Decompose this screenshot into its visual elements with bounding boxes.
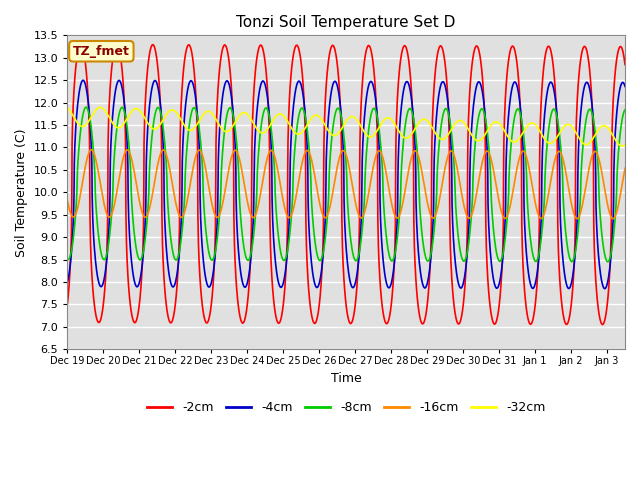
-16cm	[88, 147, 95, 153]
Title: Tonzi Soil Temperature Set D: Tonzi Soil Temperature Set D	[236, 15, 456, 30]
X-axis label: Time: Time	[331, 372, 362, 385]
-8cm	[605, 257, 613, 263]
-4cm	[79, 77, 87, 83]
-16cm	[605, 208, 613, 214]
-32cm	[97, 105, 104, 110]
-8cm	[320, 245, 328, 251]
Line: -8cm: -8cm	[67, 107, 625, 262]
-16cm	[621, 166, 629, 171]
-16cm	[320, 214, 328, 220]
-8cm	[82, 104, 90, 110]
-8cm	[63, 256, 71, 262]
-4cm	[320, 241, 328, 247]
-4cm	[503, 142, 511, 147]
-2cm	[605, 276, 613, 281]
-16cm	[63, 197, 71, 203]
-4cm	[601, 286, 609, 291]
Y-axis label: Soil Temperature (C): Soil Temperature (C)	[15, 128, 28, 257]
-32cm	[621, 142, 629, 148]
-32cm	[63, 105, 71, 110]
-2cm	[63, 301, 71, 307]
-8cm	[604, 259, 612, 264]
-2cm	[320, 138, 328, 144]
-16cm	[609, 216, 617, 222]
-2cm	[77, 41, 84, 47]
-32cm	[618, 143, 626, 149]
-16cm	[335, 157, 342, 163]
-8cm	[621, 107, 629, 113]
Line: -16cm: -16cm	[67, 150, 625, 219]
-32cm	[605, 127, 613, 132]
-4cm	[335, 90, 342, 96]
-8cm	[92, 204, 100, 210]
-16cm	[503, 214, 511, 220]
Line: -2cm: -2cm	[67, 44, 625, 324]
-16cm	[92, 158, 100, 164]
-2cm	[605, 280, 613, 286]
-2cm	[335, 77, 342, 83]
-2cm	[503, 75, 511, 81]
-32cm	[320, 120, 328, 126]
-32cm	[92, 107, 100, 113]
-2cm	[598, 322, 606, 327]
-2cm	[92, 313, 100, 319]
Text: TZ_fmet: TZ_fmet	[73, 45, 130, 58]
-2cm	[621, 61, 629, 67]
-4cm	[605, 271, 613, 276]
-16cm	[605, 207, 612, 213]
-32cm	[605, 126, 612, 132]
-4cm	[92, 264, 100, 269]
Line: -32cm: -32cm	[67, 108, 625, 146]
Legend: -2cm, -4cm, -8cm, -16cm, -32cm: -2cm, -4cm, -8cm, -16cm, -32cm	[142, 396, 550, 420]
-8cm	[605, 257, 613, 263]
-4cm	[63, 280, 71, 286]
-32cm	[335, 130, 342, 136]
-4cm	[621, 84, 629, 89]
-8cm	[335, 106, 342, 112]
-32cm	[503, 132, 511, 138]
Line: -4cm: -4cm	[67, 80, 625, 288]
-4cm	[605, 268, 613, 274]
-8cm	[503, 221, 511, 227]
